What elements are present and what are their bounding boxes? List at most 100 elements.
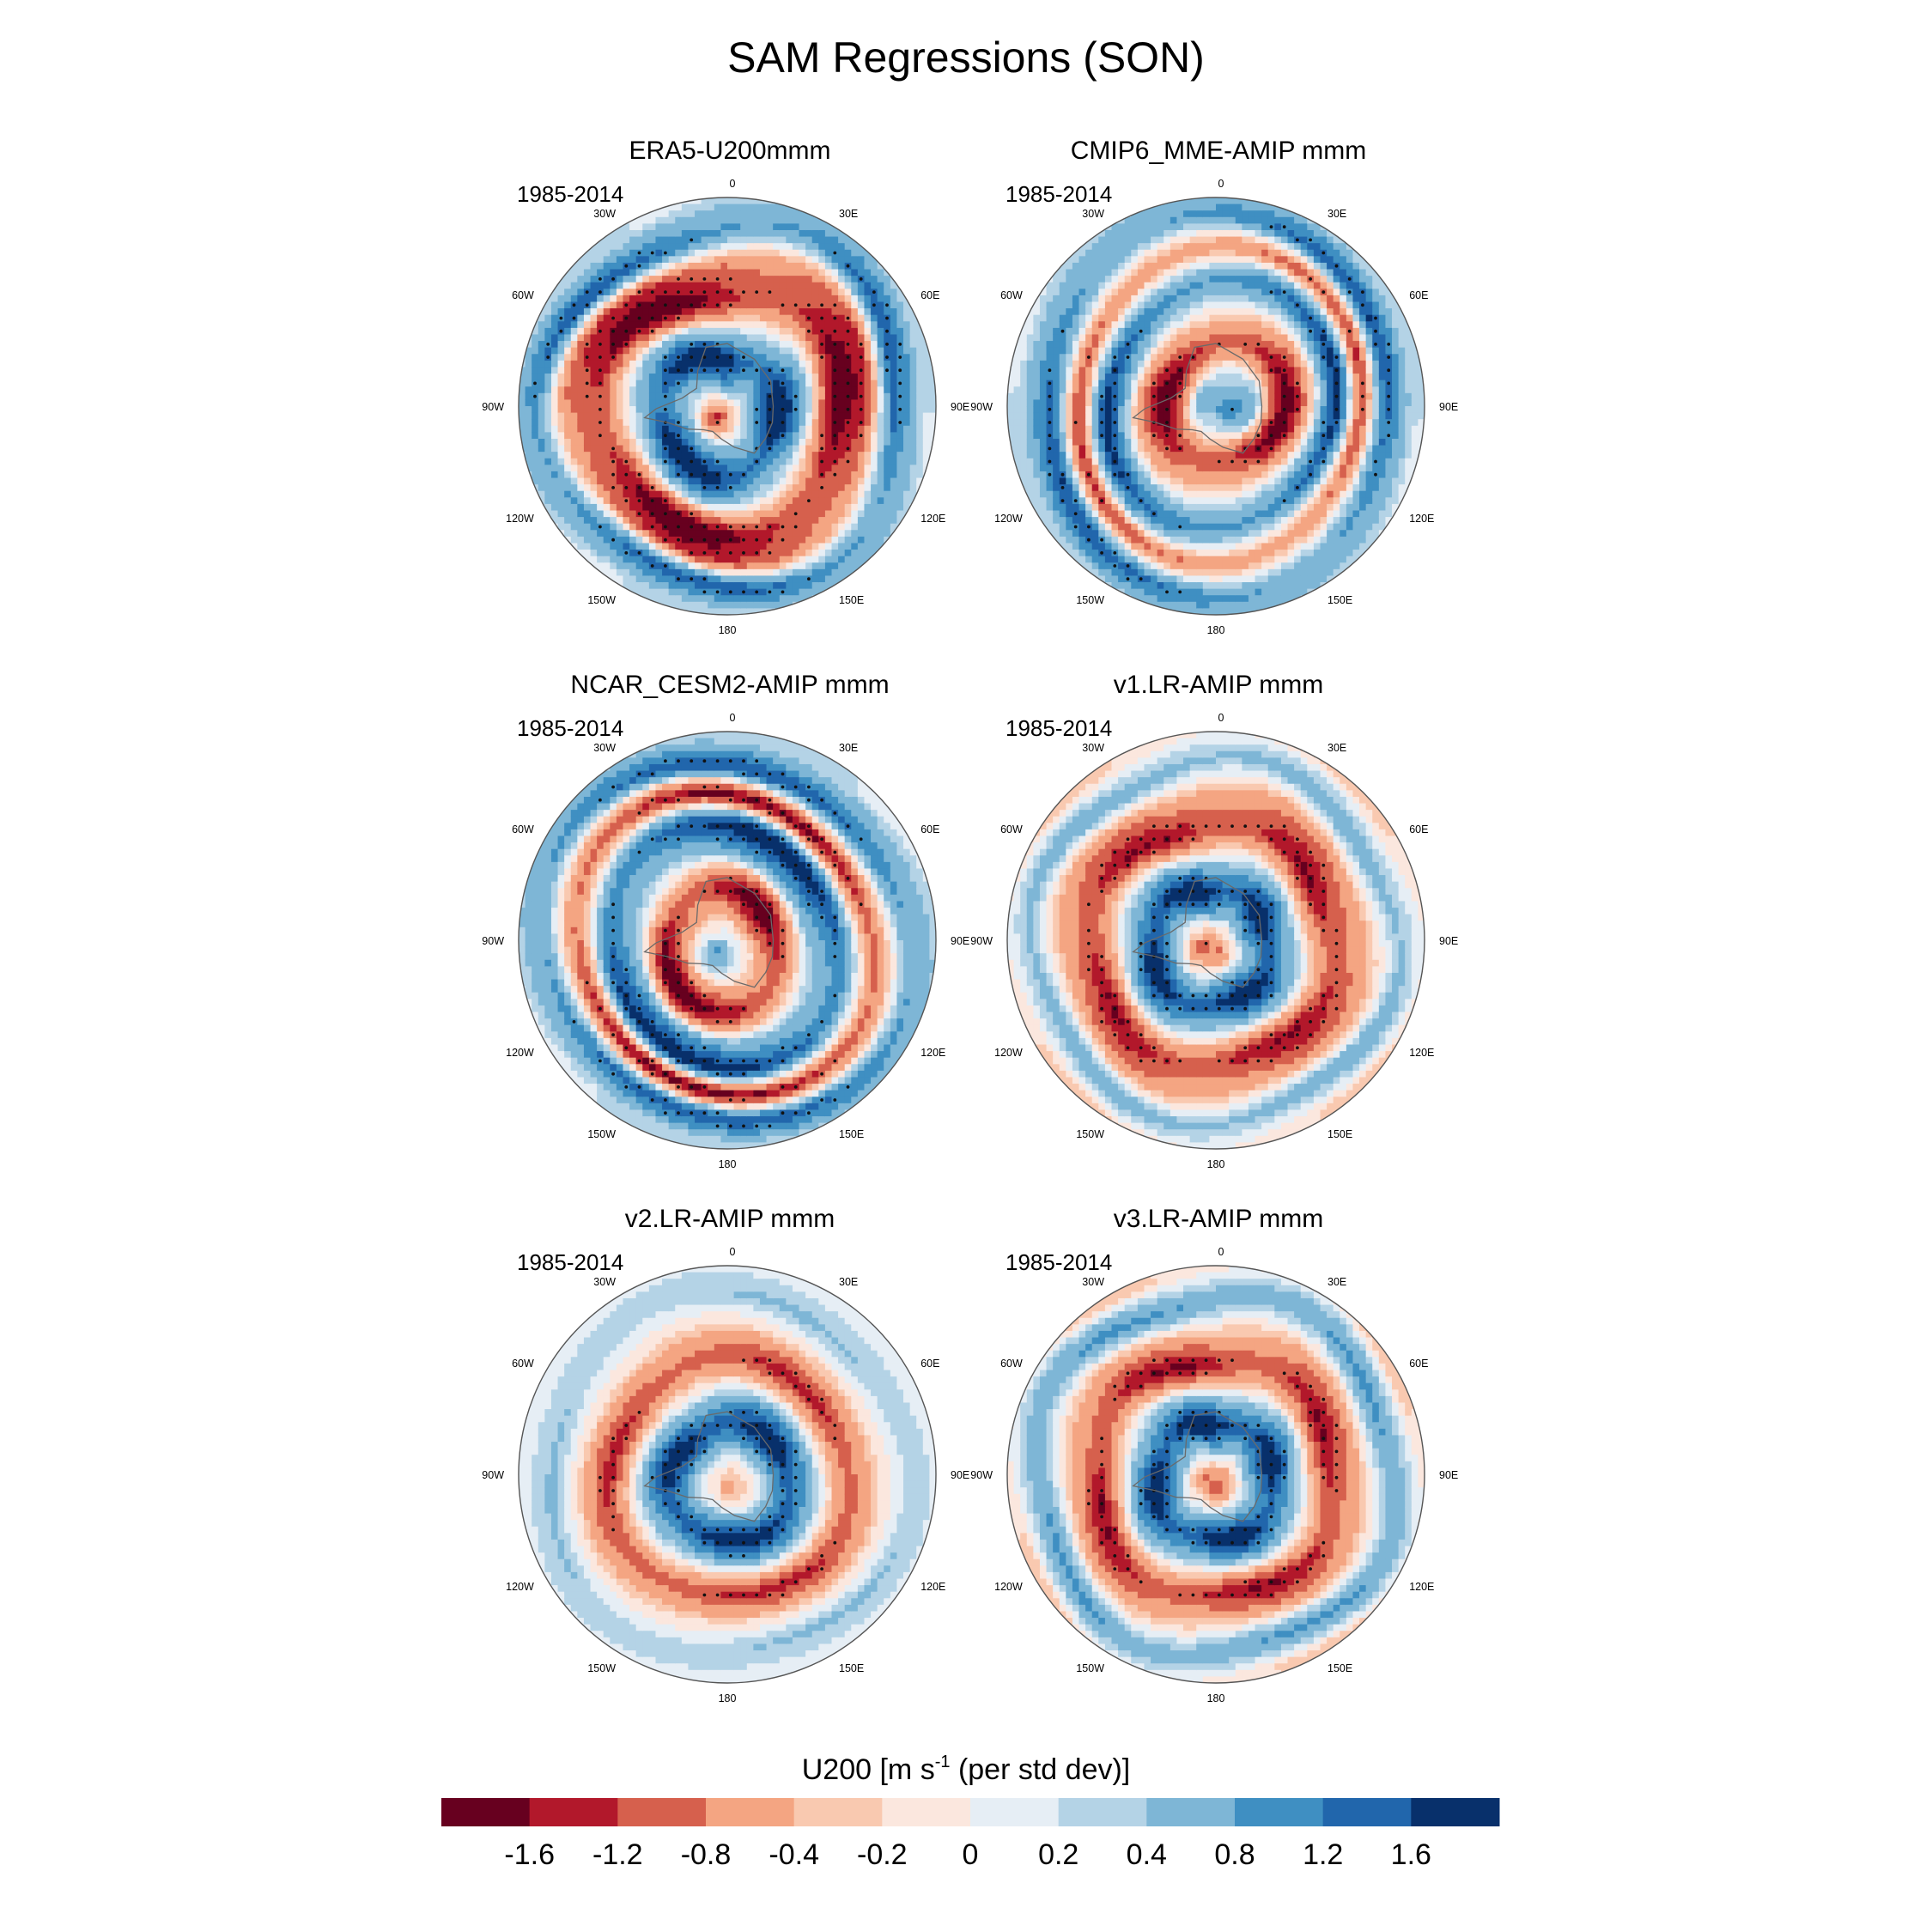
- field-cell: [1151, 497, 1158, 505]
- field-cell: [1137, 301, 1145, 309]
- field-cell: [557, 523, 565, 531]
- field-cell: [570, 445, 578, 453]
- field-cell: [1091, 321, 1099, 329]
- stipple-dot: [859, 434, 863, 438]
- field-cell: [773, 216, 781, 224]
- field-cell: [824, 308, 833, 316]
- field-cell: [1137, 452, 1145, 459]
- field-cell: [1151, 276, 1158, 283]
- field-cell: [1085, 510, 1093, 518]
- field-cell: [871, 262, 878, 270]
- field-cell: [733, 556, 741, 563]
- field-cell: [668, 347, 676, 355]
- field-cell: [1124, 503, 1132, 512]
- field-cell: [1098, 517, 1106, 525]
- field-cell: [1124, 536, 1132, 544]
- field-cell: [792, 536, 800, 544]
- field-cell: [655, 425, 663, 433]
- field-cell: [857, 360, 866, 368]
- field-cell: [909, 419, 917, 427]
- field-cell: [538, 477, 545, 485]
- field-cell: [688, 282, 696, 289]
- field-cell: [773, 497, 781, 505]
- stipple-dot: [793, 303, 798, 307]
- field-cell: [668, 301, 676, 309]
- field-cell: [597, 301, 605, 309]
- field-cell: [805, 568, 813, 577]
- field-cell: [799, 308, 806, 316]
- field-cell: [701, 543, 708, 550]
- field-cell: [896, 445, 904, 453]
- field-cell: [799, 412, 806, 420]
- stipple-dot: [833, 343, 837, 346]
- field-cell: [851, 490, 859, 498]
- field-cell: [890, 347, 898, 355]
- field-cell: [675, 503, 683, 512]
- field-cell: [1144, 543, 1151, 550]
- field-cell: [681, 289, 690, 296]
- stipple-dot: [768, 421, 772, 424]
- field-cell: [688, 392, 696, 400]
- field-cell: [746, 289, 754, 296]
- field-cell: [635, 517, 643, 525]
- field-cell: [1104, 321, 1113, 329]
- field-cell: [779, 216, 787, 224]
- field-cell: [786, 523, 793, 531]
- stipple-dot: [859, 421, 863, 424]
- field-cell: [629, 276, 637, 283]
- field-cell: [695, 399, 702, 407]
- field-cell: [766, 497, 774, 505]
- field-cell: [544, 465, 552, 472]
- field-cell: [746, 465, 754, 472]
- field-cell: [727, 269, 735, 276]
- field-cell: [746, 543, 754, 550]
- field-cell: [616, 354, 624, 361]
- field-cell: [864, 452, 872, 459]
- field-cell: [648, 308, 657, 316]
- field-cell: [538, 419, 545, 427]
- field-cell: [708, 249, 715, 257]
- field-cell: [844, 510, 852, 518]
- field-cell: [570, 380, 578, 387]
- field-cell: [1151, 282, 1158, 289]
- field-cell: [648, 380, 657, 387]
- field-cell: [1118, 262, 1126, 270]
- field-cell: [570, 465, 578, 472]
- field-cell: [766, 568, 774, 577]
- field-cell: [557, 386, 565, 394]
- field-cell: [746, 354, 754, 361]
- field-cell: [792, 282, 800, 289]
- field-cell: [1053, 308, 1060, 316]
- field-cell: [648, 386, 657, 394]
- field-cell: [909, 465, 917, 472]
- stipple-dot: [664, 538, 667, 542]
- field-cell: [1098, 262, 1106, 270]
- field-cell: [929, 432, 936, 440]
- field-cell: [1046, 523, 1054, 531]
- field-cell: [805, 550, 813, 557]
- field-cell: [1137, 550, 1145, 557]
- field-cell: [773, 595, 781, 603]
- field-cell: [1091, 471, 1099, 479]
- field-cell: [662, 465, 670, 472]
- field-cell: [1039, 497, 1048, 505]
- field-cell: [844, 503, 852, 512]
- field-cell: [818, 360, 826, 368]
- field-cell: [635, 465, 643, 472]
- field-cell: [877, 295, 884, 303]
- field-cell: [864, 445, 872, 453]
- field-cell: [1078, 347, 1086, 355]
- stipple-dot: [624, 486, 629, 489]
- field-cell: [838, 523, 846, 531]
- field-cell: [884, 465, 891, 472]
- field-cell: [1104, 289, 1113, 296]
- field-cell: [708, 575, 715, 583]
- field-cell: [720, 452, 728, 459]
- field-cell: [851, 374, 859, 381]
- field-cell: [773, 503, 781, 512]
- field-cell: [805, 386, 813, 394]
- field-cell: [1026, 321, 1034, 329]
- field-cell: [708, 490, 715, 498]
- field-cell: [916, 419, 924, 427]
- field-cell: [746, 360, 754, 368]
